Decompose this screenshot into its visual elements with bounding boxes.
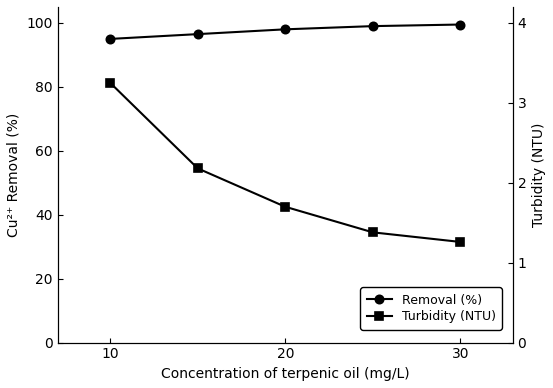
Line: Turbidity (NTU): Turbidity (NTU)	[106, 79, 465, 246]
Removal (%)	[457, 22, 463, 27]
Removal (%)	[195, 32, 201, 36]
X-axis label: Concentration of terpenic oil (mg/L): Concentration of terpenic oil (mg/L)	[161, 367, 410, 381]
Legend: Removal (%), Turbidity (NTU): Removal (%), Turbidity (NTU)	[361, 288, 502, 330]
Removal (%)	[369, 24, 376, 28]
Turbidity (NTU)	[107, 81, 113, 85]
Turbidity (NTU)	[282, 204, 289, 209]
Removal (%)	[107, 36, 113, 41]
Removal (%)	[282, 27, 289, 32]
Line: Removal (%): Removal (%)	[106, 20, 465, 43]
Turbidity (NTU)	[195, 166, 201, 171]
Turbidity (NTU)	[369, 230, 376, 235]
Y-axis label: Turbidity (NTU): Turbidity (NTU)	[532, 123, 546, 227]
Turbidity (NTU)	[457, 240, 463, 244]
Y-axis label: Cu²⁺ Removal (%): Cu²⁺ Removal (%)	[7, 113, 21, 237]
